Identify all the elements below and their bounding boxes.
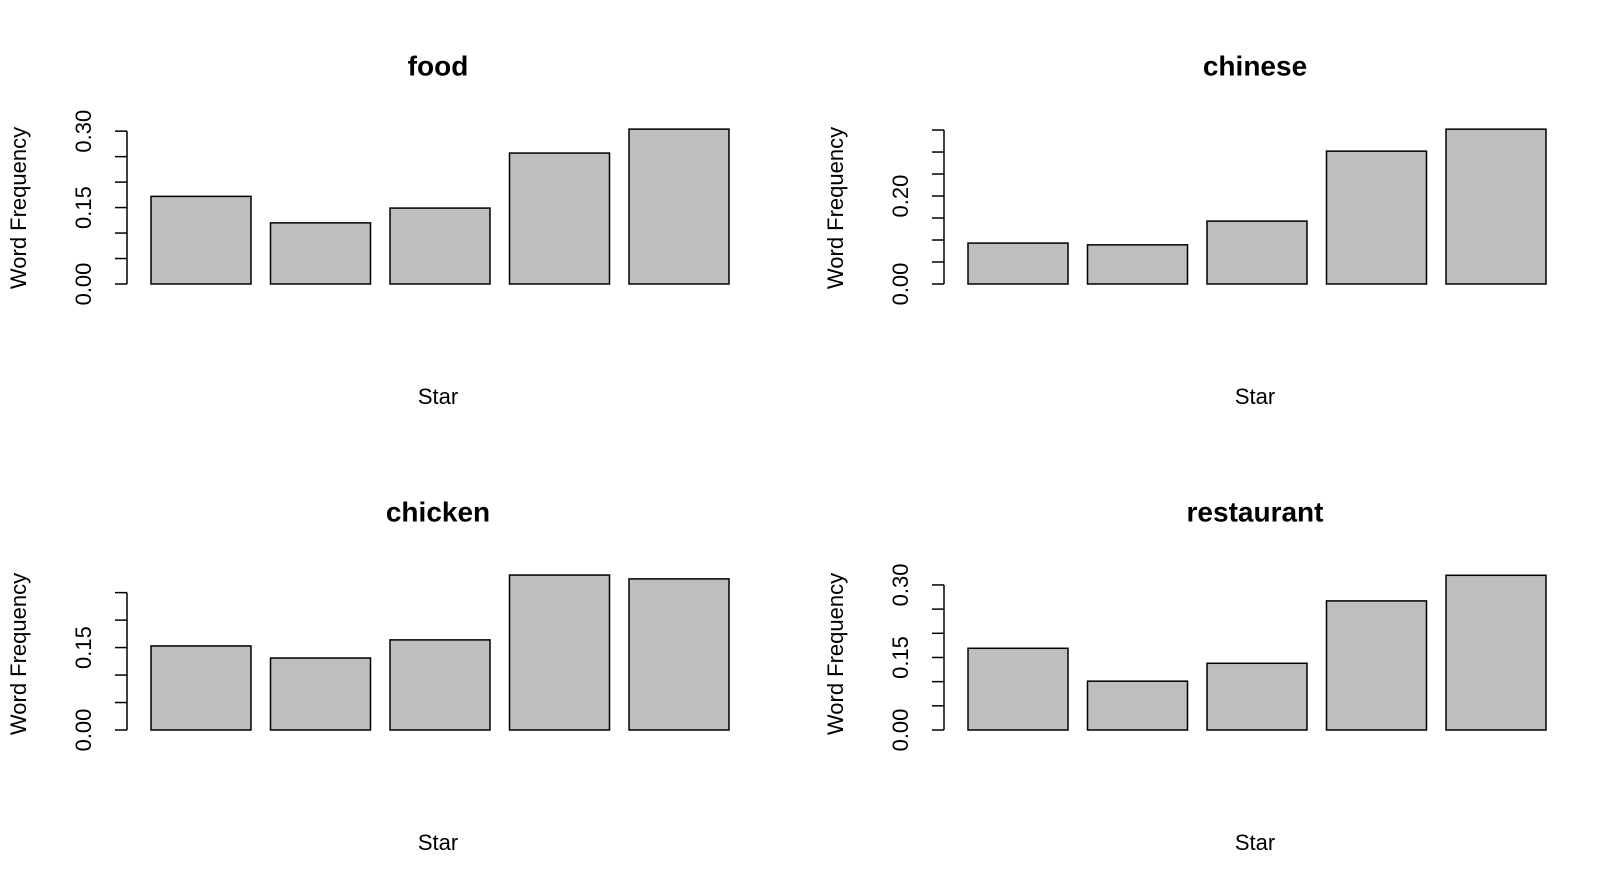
y-axis-label: Word Frequency [823,127,848,289]
bar [628,578,730,731]
y-tick-label: 0.00 [71,263,96,306]
bar [1325,150,1428,285]
x-axis-label: Star [1235,830,1275,855]
bar [269,657,372,731]
y-tick-label: 0.20 [888,175,913,218]
y-tick-label: 0.30 [888,564,913,607]
panel-title: food [408,50,469,81]
bar [967,242,1069,285]
x-axis-label: Star [1235,384,1275,409]
panel-title: restaurant [1187,496,1324,527]
bar [967,647,1069,731]
panel-title: chicken [386,496,490,527]
bar [1206,662,1308,731]
bar [150,195,252,285]
bar [508,152,611,285]
y-tick-label: 0.00 [888,709,913,752]
bar [150,645,252,731]
bar [389,639,491,731]
bar [1086,680,1189,731]
y-axis-label: Word Frequency [6,127,31,289]
x-axis-label: Star [418,384,458,409]
bar [1086,244,1189,285]
y-tick-label: 0.15 [71,626,96,669]
bar [628,128,730,285]
x-axis-label: Star [418,830,458,855]
panel-title: chinese [1203,50,1307,81]
y-axis-label: Word Frequency [823,573,848,735]
y-tick-label: 0.00 [71,709,96,752]
bar [389,207,491,285]
y-tick-label: 0.15 [888,636,913,679]
bar [1445,128,1547,285]
bar [1325,600,1428,731]
bar [508,574,611,731]
bar [1445,574,1547,731]
y-tick-label: 0.15 [71,186,96,229]
y-tick-label: 0.00 [888,263,913,306]
bar [1206,220,1308,285]
y-axis-label: Word Frequency [6,573,31,735]
bar [269,222,372,285]
y-tick-label: 0.30 [71,110,96,153]
